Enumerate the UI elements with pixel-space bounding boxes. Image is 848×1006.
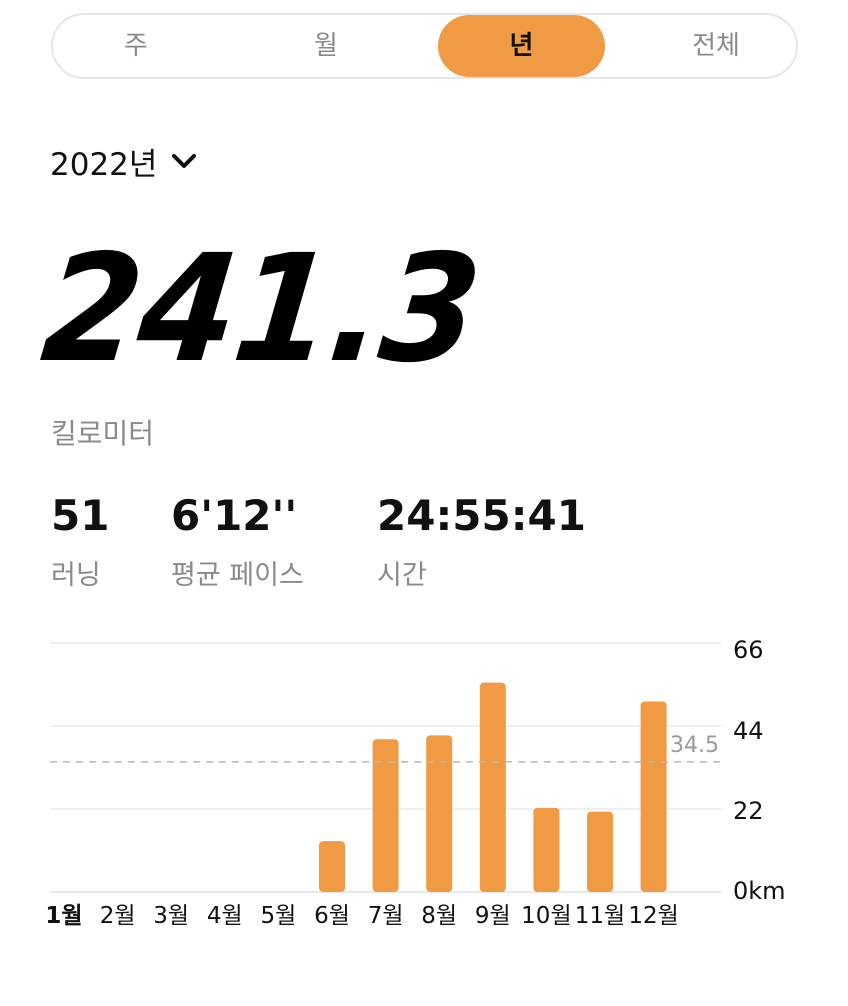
chart-canvas — [50, 642, 722, 893]
distance-unit: 킬로미터 — [51, 417, 155, 450]
tab-all[interactable]: 전체 — [692, 31, 740, 61]
stat-pace: 6'12'' 평균 페이스 — [171, 495, 304, 592]
x-label-12[interactable]: 12월 — [628, 903, 679, 929]
tab-month[interactable]: 월 — [314, 31, 338, 61]
runs-label: 러닝 — [51, 560, 101, 591]
y-tick-44: 44 — [733, 717, 764, 745]
pace-value: 6'12'' — [171, 491, 298, 540]
time-label: 시간 — [377, 560, 427, 591]
year-label: 2022년 — [50, 146, 158, 183]
y-tick-0: 0km — [733, 877, 786, 905]
x-label-3[interactable]: 3월 — [153, 903, 190, 929]
x-label-2[interactable]: 2월 — [99, 903, 136, 929]
bar-9[interactable] — [479, 682, 506, 892]
bar-6[interactable] — [319, 841, 345, 892]
year-selector[interactable]: 2022년 — [50, 138, 197, 184]
x-label-5[interactable]: 5월 — [260, 903, 297, 929]
chevron-down-icon — [172, 154, 197, 168]
total-distance: 241.3 — [35, 223, 487, 397]
bar-12[interactable] — [640, 701, 667, 892]
y-tick-66: 66 — [733, 636, 764, 664]
x-label-4[interactable]: 4월 — [206, 903, 243, 929]
time-value: 24:55:41 — [377, 491, 586, 540]
runs-value: 51 — [51, 491, 110, 540]
x-label-8[interactable]: 8월 — [421, 903, 458, 929]
monthly-distance-chart: 66 44 22 0km 34.5 1월 2월 3월 4월 5월 6월 7월 8월 9월 10월 1… — [0, 630, 848, 930]
x-label-10[interactable]: 10월 — [521, 903, 572, 929]
x-label-11[interactable]: 11월 — [574, 903, 626, 929]
x-label-1[interactable]: 1월 — [45, 903, 83, 929]
y-tick-22: 22 — [733, 797, 764, 825]
pace-label: 평균 페이스 — [171, 560, 304, 591]
stat-time: 24:55:41 시간 — [377, 495, 586, 592]
bar-11[interactable] — [587, 811, 613, 892]
x-label-7[interactable]: 7월 — [367, 903, 404, 929]
stat-runs: 51 러닝 — [51, 495, 109, 592]
x-label-6[interactable]: 6월 — [314, 903, 350, 929]
x-label-9[interactable]: 9월 — [474, 903, 511, 929]
bar-10[interactable] — [533, 807, 560, 892]
tab-week[interactable]: 주 — [124, 31, 148, 61]
bar-8[interactable] — [426, 735, 453, 892]
average-label: 34.5 — [670, 733, 719, 758]
period-segmented-control: 주 월 년 전체 — [51, 13, 798, 79]
tab-year[interactable]: 년 — [438, 15, 605, 77]
bar-7[interactable] — [372, 739, 399, 892]
